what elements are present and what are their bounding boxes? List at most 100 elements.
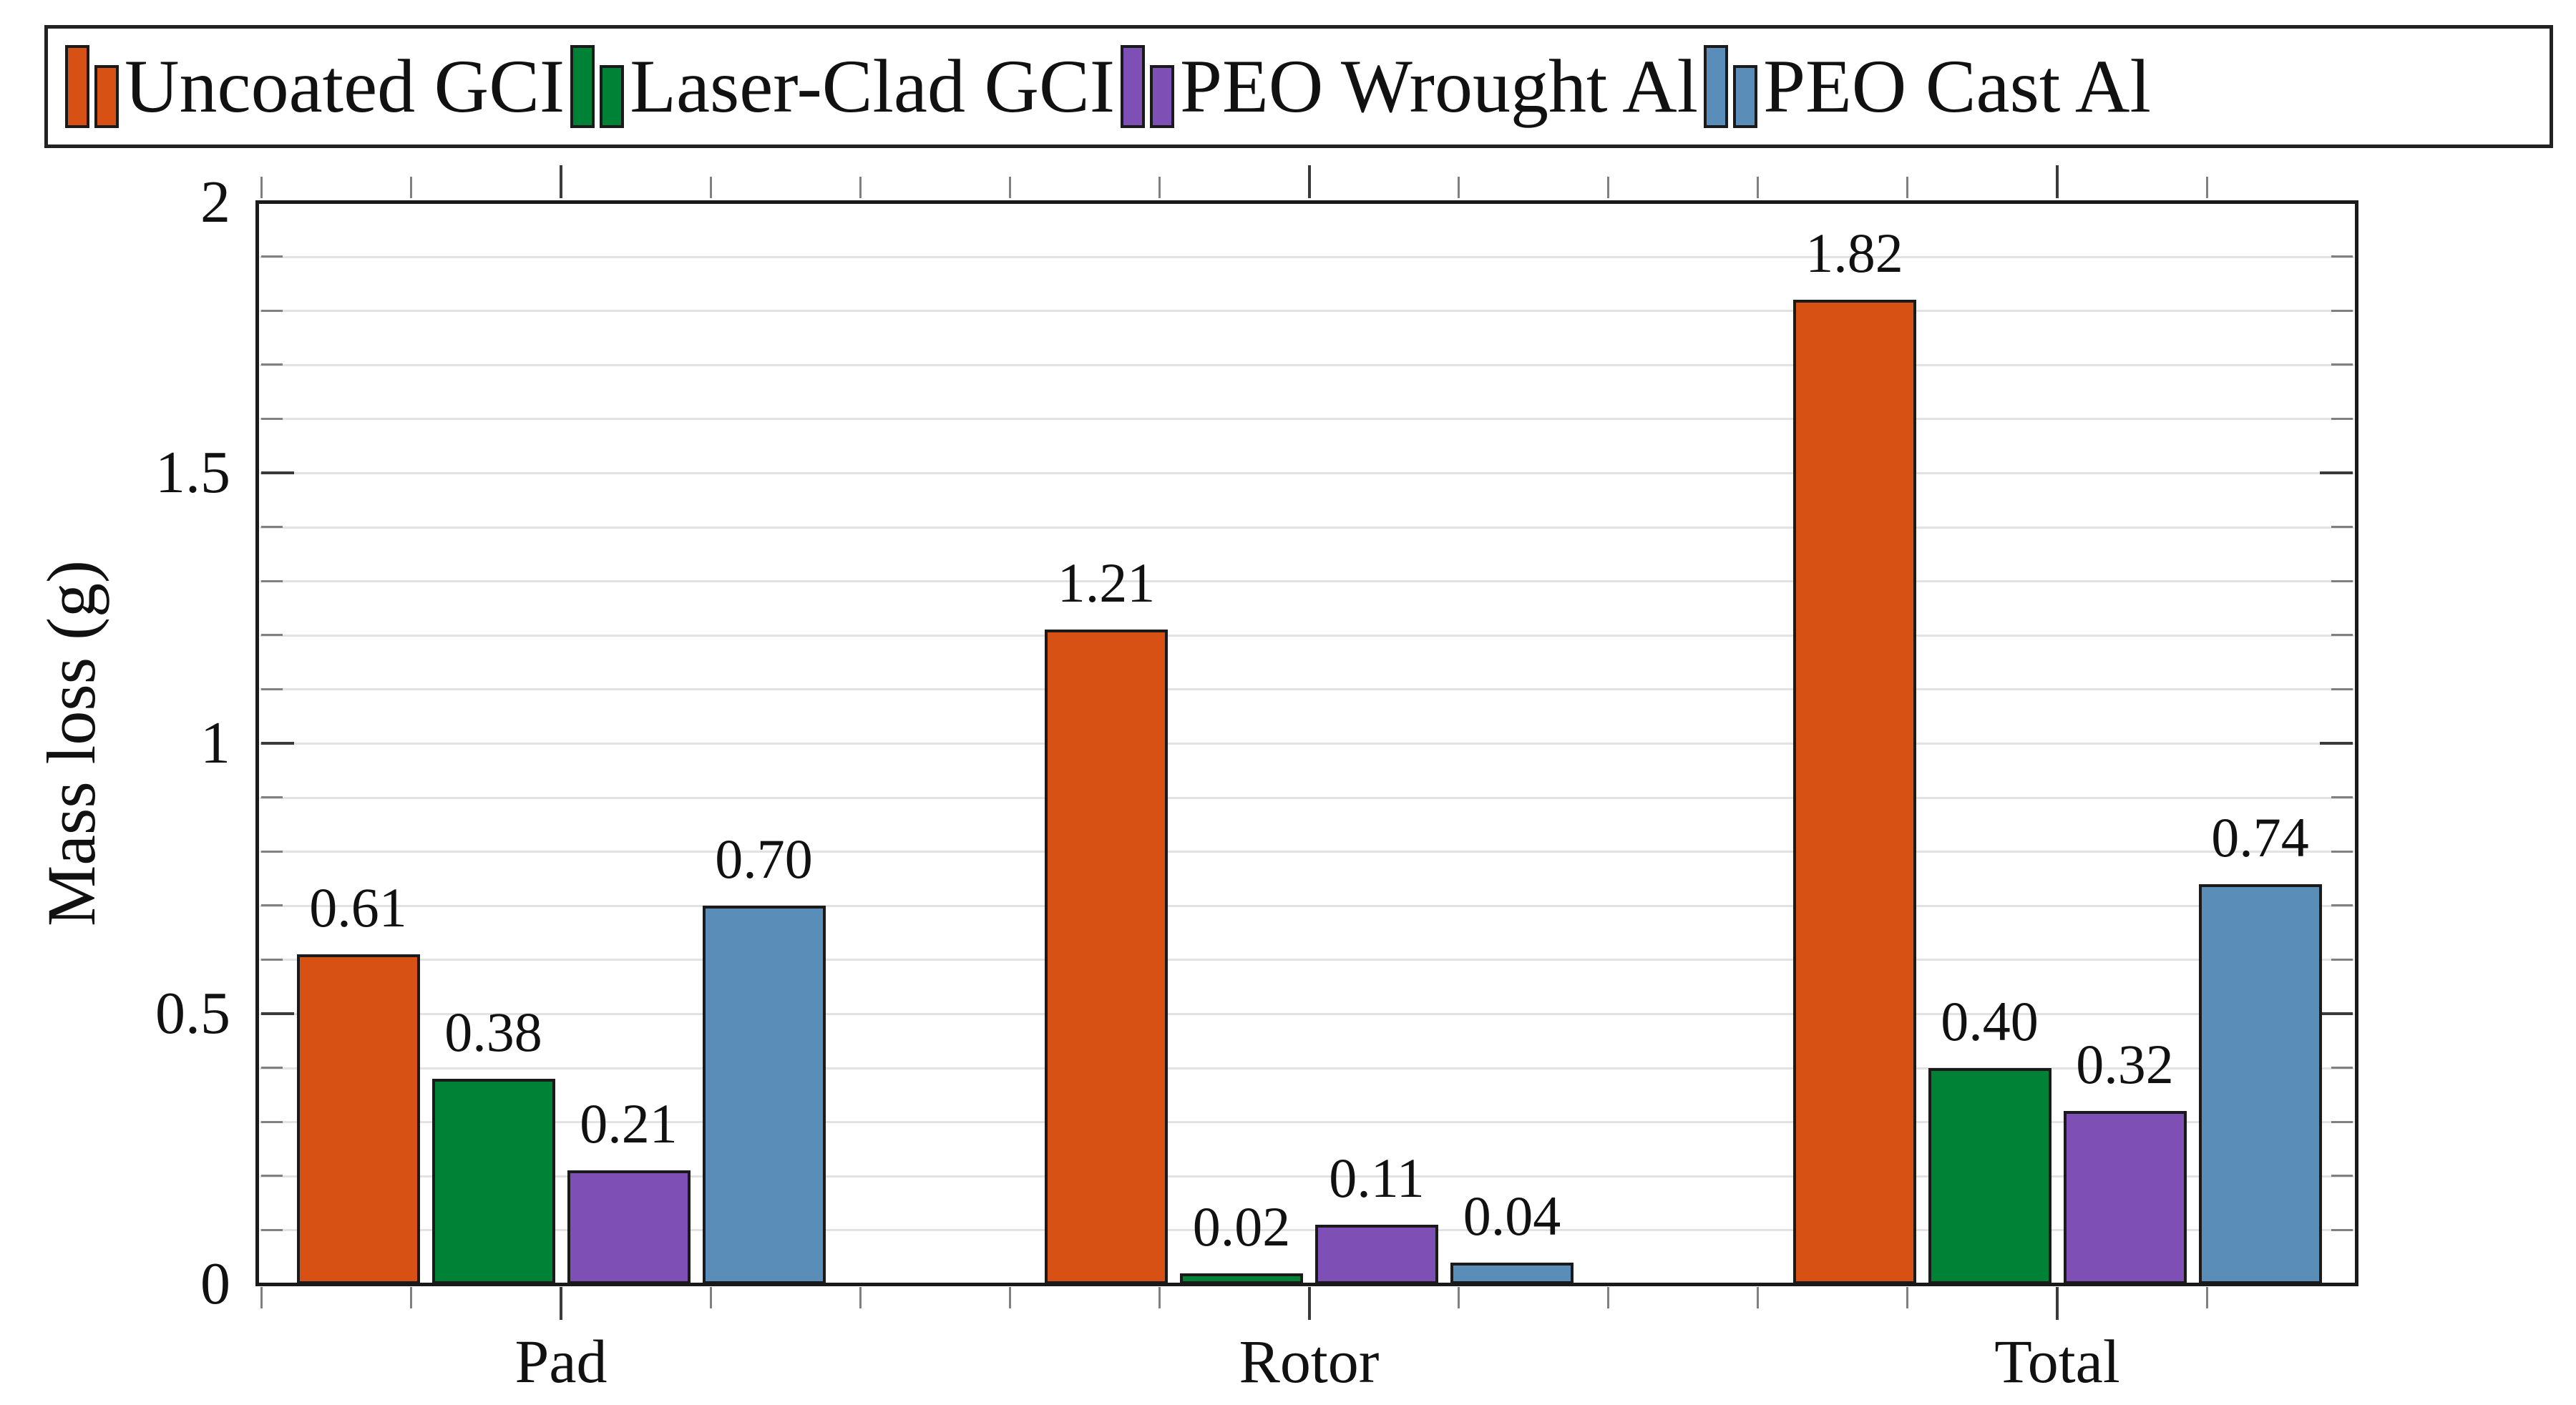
y-tick-right bbox=[2331, 850, 2353, 853]
y-tick-left bbox=[261, 363, 283, 366]
bar-laser-clad-gci-total bbox=[1928, 1067, 2051, 1284]
bar-value-label: 0.40 bbox=[1941, 989, 2039, 1052]
y-tick-left bbox=[261, 1120, 283, 1123]
x-tick-top bbox=[560, 165, 562, 198]
x-tick-top bbox=[1307, 165, 1311, 198]
gridline-y bbox=[260, 851, 2354, 853]
gridline-y bbox=[260, 743, 2354, 745]
legend-label: Laser-Clad GCI bbox=[630, 44, 1116, 128]
y-tick-right bbox=[2331, 309, 2353, 312]
y-tick-right bbox=[2331, 579, 2353, 582]
bar-uncoated-gci-rotor bbox=[1045, 630, 1168, 1284]
y-tick-right bbox=[2331, 687, 2353, 690]
y-tick-right bbox=[2331, 634, 2353, 637]
x-tick-bottom bbox=[709, 1287, 712, 1308]
legend-marker-bar bbox=[1704, 45, 1729, 128]
bar-uncoated-gci-pad bbox=[296, 954, 420, 1284]
x-tick-top bbox=[2056, 165, 2059, 198]
y-tick-right bbox=[2331, 958, 2353, 961]
gridline-y bbox=[260, 472, 2354, 474]
legend-bar-marker-icon bbox=[570, 45, 625, 128]
legend-item-peo-wrought-al: PEO Wrought Al bbox=[1121, 45, 1698, 128]
bar-laser-clad-gci-rotor bbox=[1180, 1273, 1303, 1284]
bar-peo-wrought-al-rotor bbox=[1315, 1224, 1438, 1284]
bar-value-label: 0.70 bbox=[715, 827, 813, 890]
y-tick-left bbox=[261, 687, 283, 690]
y-tick-right bbox=[2331, 255, 2353, 258]
bar-value-label: 1.82 bbox=[1805, 222, 1903, 285]
x-tick-bottom bbox=[2205, 1287, 2208, 1308]
x-tick-bottom bbox=[260, 1287, 263, 1308]
legend-label: Uncoated GCI bbox=[125, 44, 565, 128]
y-tick-right bbox=[2331, 1067, 2353, 1069]
legend-item-laser-clad-gci: Laser-Clad GCI bbox=[570, 45, 1115, 128]
bar-value-label: 0.32 bbox=[2076, 1033, 2174, 1096]
y-tick-right bbox=[2331, 417, 2353, 420]
bar-peo-wrought-al-total bbox=[2063, 1111, 2187, 1284]
x-tick-bottom bbox=[1307, 1287, 1311, 1320]
bar-value-label: 1.21 bbox=[1057, 552, 1156, 615]
y-tick-right bbox=[2320, 1012, 2353, 1015]
legend-label: PEO Wrought Al bbox=[1180, 44, 1699, 128]
gridline-y bbox=[260, 580, 2354, 583]
y-tick-left bbox=[261, 1067, 283, 1069]
legend-label: PEO Cast Al bbox=[1763, 44, 2151, 128]
x-tick-bottom bbox=[2056, 1287, 2059, 1320]
x-tick-bottom bbox=[1607, 1287, 1610, 1308]
legend-marker-bar bbox=[1150, 65, 1175, 128]
y-tick-left bbox=[261, 958, 283, 961]
y-tick-right bbox=[2331, 796, 2353, 799]
x-tick-top bbox=[1757, 177, 1760, 198]
bar-value-label: 0.02 bbox=[1192, 1195, 1291, 1258]
y-tick-left bbox=[261, 904, 283, 907]
bar-value-label: 0.11 bbox=[1329, 1146, 1425, 1209]
legend-marker-bar bbox=[570, 45, 595, 128]
gridline-y bbox=[260, 310, 2354, 313]
y-tick-label: 1.5 bbox=[155, 439, 230, 506]
x-tick-top bbox=[1906, 177, 1909, 198]
legend-item-uncoated-gci: Uncoated GCI bbox=[65, 45, 565, 128]
bar-laser-clad-gci-pad bbox=[431, 1078, 555, 1284]
y-tick-right bbox=[2320, 471, 2353, 474]
y-tick-left bbox=[261, 1175, 283, 1178]
y-tick-label: 0 bbox=[200, 1250, 230, 1317]
gridline-y bbox=[260, 904, 2354, 907]
y-tick-label: 0.5 bbox=[155, 980, 230, 1047]
x-tick-top bbox=[859, 177, 862, 198]
x-tick-top bbox=[1458, 177, 1460, 198]
gridline-y bbox=[260, 1013, 2354, 1015]
x-tick-top bbox=[260, 177, 263, 198]
gridline-y bbox=[260, 255, 2354, 258]
x-tick-top bbox=[2205, 177, 2208, 198]
plot-frame bbox=[255, 200, 2358, 1286]
y-tick-left bbox=[261, 417, 283, 420]
bar-uncoated-gci-total bbox=[1792, 300, 1916, 1284]
y-tick-left bbox=[261, 255, 283, 258]
y-tick-left bbox=[261, 579, 283, 582]
gridline-y bbox=[260, 1067, 2354, 1069]
x-tick-top bbox=[410, 177, 413, 198]
x-category-label-rotor: Rotor bbox=[1239, 1327, 1380, 1396]
y-tick-left bbox=[261, 634, 283, 637]
legend-bar-marker-icon bbox=[65, 45, 119, 128]
x-tick-bottom bbox=[859, 1287, 862, 1308]
bar-peo-cast-al-rotor bbox=[1450, 1262, 1574, 1284]
x-category-label-pad: Pad bbox=[514, 1327, 608, 1396]
y-tick-left bbox=[261, 850, 283, 853]
y-tick-left bbox=[261, 1012, 294, 1015]
bar-value-label: 0.04 bbox=[1463, 1184, 1561, 1247]
y-tick-right bbox=[2320, 742, 2353, 745]
bar-peo-cast-al-total bbox=[2198, 883, 2322, 1284]
bar-peo-cast-al-pad bbox=[702, 905, 826, 1284]
x-tick-bottom bbox=[410, 1287, 413, 1308]
bar-peo-wrought-al-pad bbox=[567, 1170, 691, 1284]
x-tick-bottom bbox=[560, 1287, 562, 1320]
legend: Uncoated GCI Laser-Clad GCI PEO Wrought Al… bbox=[44, 25, 2553, 148]
legend-bar-marker-icon bbox=[1121, 45, 1175, 128]
y-tick-label: 1 bbox=[200, 710, 230, 776]
gridline-y bbox=[260, 1121, 2354, 1124]
gridline-y bbox=[260, 1229, 2354, 1232]
x-tick-top bbox=[1008, 177, 1011, 198]
x-tick-top bbox=[709, 177, 712, 198]
